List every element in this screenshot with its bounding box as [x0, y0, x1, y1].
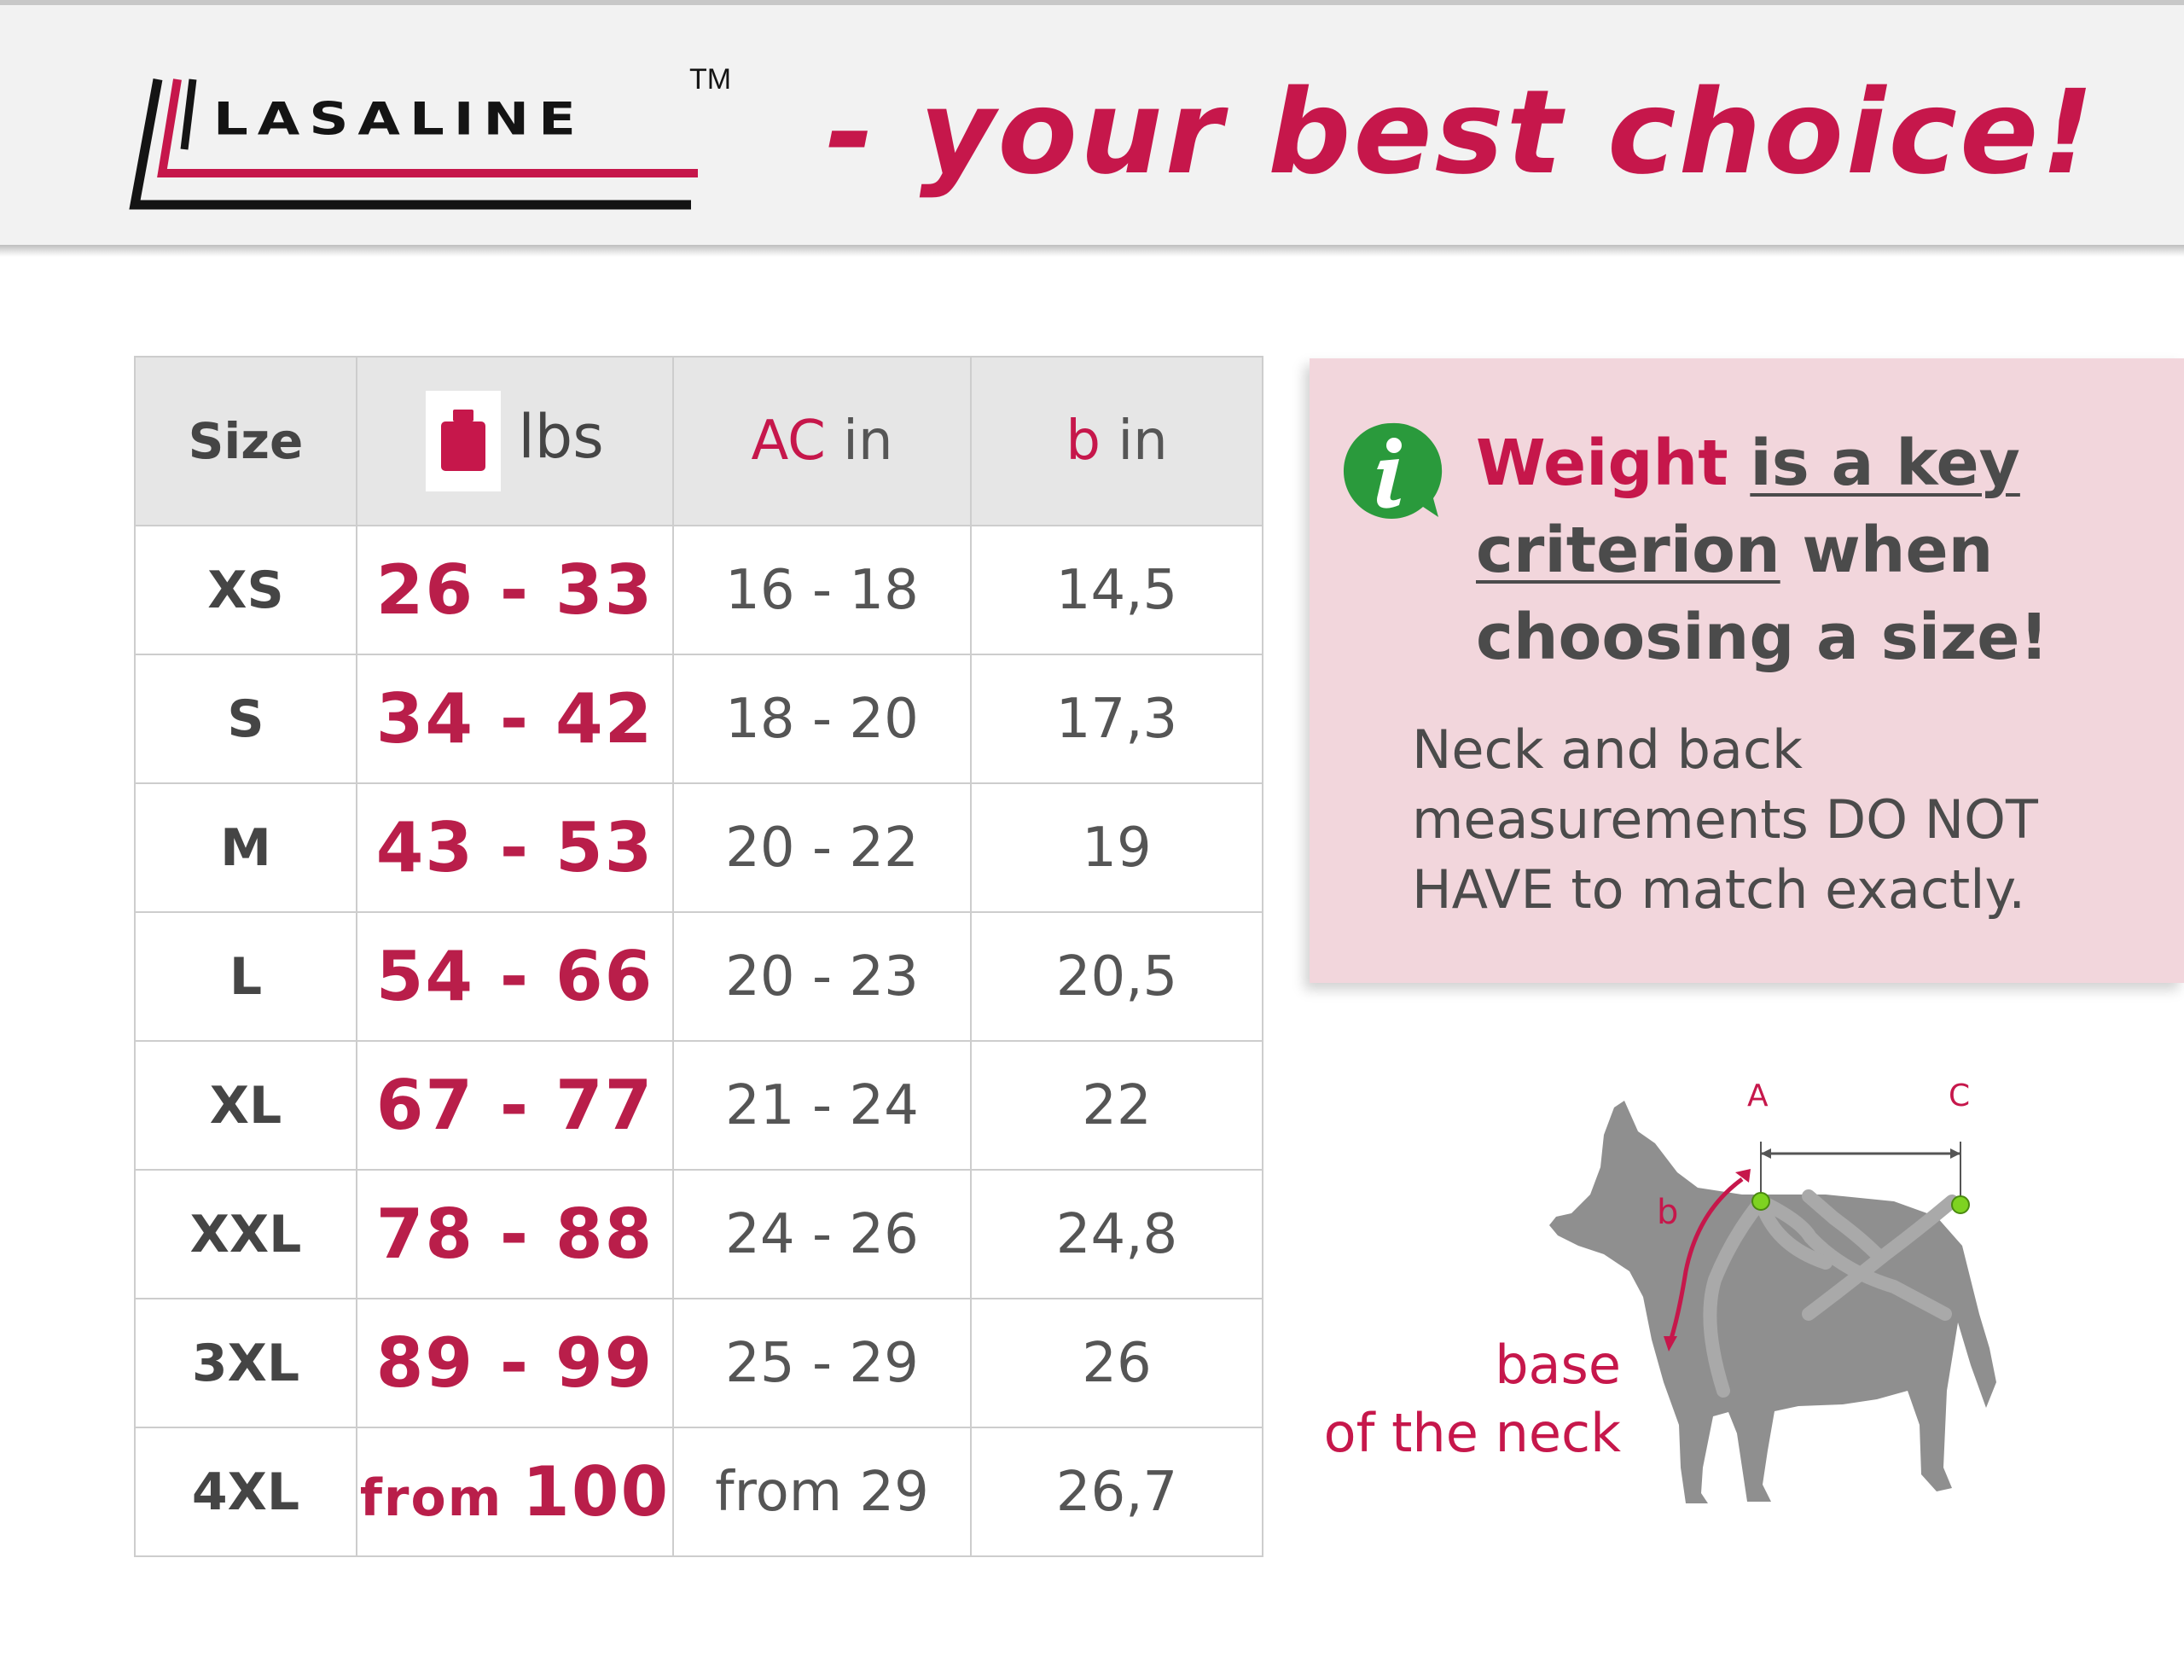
ac-cell: from 29 [672, 1427, 972, 1557]
info-icon [1343, 422, 1443, 519]
lbs-cell: 43 - 53 [356, 782, 674, 913]
header-shadow [0, 245, 2184, 257]
header-ac-letter: AC [751, 410, 826, 473]
neck-ring [1668, 1177, 1744, 1342]
lbs-cell: 78 - 88 [356, 1169, 674, 1299]
headline-rest-2: choosing a size! [1476, 601, 2049, 674]
dog-harness-diagram [1549, 1101, 1996, 1503]
size-table: Size lbs AC in b in XS 26 - 33 16 - 18 [134, 356, 1263, 1557]
b-cell: 19 [970, 782, 1263, 913]
b-cell: 14,5 [970, 525, 1263, 655]
header-lbs-unit: lbs [518, 402, 604, 473]
headline-highlight: Weight [1476, 427, 1728, 500]
size-cell: L [134, 911, 357, 1042]
lbs-value: 100 [522, 1452, 671, 1532]
info-panel [1310, 358, 2184, 983]
header-b: b in [970, 356, 1263, 526]
lasaline-logo [129, 78, 698, 210]
lbs-cell: from 100 [356, 1427, 674, 1557]
size-cell: S [134, 654, 357, 784]
logo-text: LASALINE [213, 94, 585, 146]
table-row: 3XL 89 - 99 25 - 29 26 [134, 1298, 1263, 1428]
table-row: S 34 - 42 18 - 20 17,3 [134, 654, 1263, 784]
info-note: Neck and back measurements DO NOT HAVE t… [1412, 718, 2038, 921]
headline-underlined-1: is a key [1750, 427, 2020, 500]
ac-cell: 18 - 20 [672, 654, 972, 784]
neck-base-label: base of the neck [1324, 1331, 1621, 1468]
lbs-cell: 89 - 99 [356, 1298, 674, 1428]
b-cell: 26,7 [970, 1427, 1263, 1557]
point-a-marker [1751, 1192, 1770, 1211]
headline-rest-1: when [1780, 514, 1994, 587]
table-header-row: Size lbs AC in b in [134, 356, 1263, 526]
size-cell: M [134, 782, 357, 913]
logo-trademark: TM [689, 63, 732, 96]
headline-underlined-2: criterion [1476, 514, 1780, 587]
table-row: XL 67 - 77 21 - 24 22 [134, 1040, 1263, 1171]
size-cell: 4XL [134, 1427, 357, 1557]
size-cell: XS [134, 525, 357, 655]
ac-cell: 24 - 26 [672, 1169, 972, 1299]
weight-icon [426, 391, 502, 491]
b-cell: 24,8 [970, 1169, 1263, 1299]
ac-cell: 20 - 23 [672, 911, 972, 1042]
table-row: XXL 78 - 88 24 - 26 24,8 [134, 1169, 1263, 1299]
lbs-cell: 26 - 33 [356, 525, 674, 655]
neck-label-line-2: of the neck [1323, 1402, 1621, 1464]
table-row: M 43 - 53 20 - 22 19 [134, 782, 1263, 913]
size-cell: 3XL [134, 1298, 357, 1428]
lbs-cell: 67 - 77 [356, 1040, 674, 1171]
point-c-label: C [1949, 1078, 1971, 1113]
header-lbs: lbs [356, 356, 674, 526]
b-cell: 22 [970, 1040, 1263, 1171]
dog-silhouette [1549, 1101, 1996, 1503]
lbs-prefix: from [359, 1468, 523, 1528]
point-a-label: A [1747, 1078, 1769, 1113]
header-b-letter: b [1066, 410, 1101, 473]
ac-cell: 25 - 29 [672, 1298, 972, 1428]
size-cell: XL [134, 1040, 357, 1171]
neck-label-line-1: base [1495, 1334, 1621, 1396]
ac-cell: 20 - 22 [672, 782, 972, 913]
table-row: 4XL from 100 from 29 26,7 [134, 1427, 1263, 1557]
header-ac-unit: in [825, 410, 893, 473]
size-cell: XXL [134, 1169, 357, 1299]
header-size: Size [134, 356, 357, 526]
b-cell: 17,3 [970, 654, 1263, 784]
info-headline: Weight is a key criterion when choosing … [1476, 420, 2141, 681]
header-b-unit: in [1100, 410, 1168, 473]
harness-straps [1703, 1189, 1959, 1398]
table-row: XS 26 - 33 16 - 18 14,5 [134, 525, 1263, 655]
lbs-cell: 34 - 42 [356, 654, 674, 784]
tagline: - your best choice! [826, 66, 2097, 201]
table-row: L 54 - 66 20 - 23 20,5 [134, 911, 1263, 1042]
b-cell: 20,5 [970, 911, 1263, 1042]
header-ac: AC in [672, 356, 972, 526]
point-b-label: b [1657, 1193, 1679, 1232]
ac-cell: 21 - 24 [672, 1040, 972, 1171]
b-cell: 26 [970, 1298, 1263, 1428]
ac-cell: 16 - 18 [672, 525, 972, 655]
lbs-cell: 54 - 66 [356, 911, 674, 1042]
point-c-marker [1951, 1195, 1970, 1214]
